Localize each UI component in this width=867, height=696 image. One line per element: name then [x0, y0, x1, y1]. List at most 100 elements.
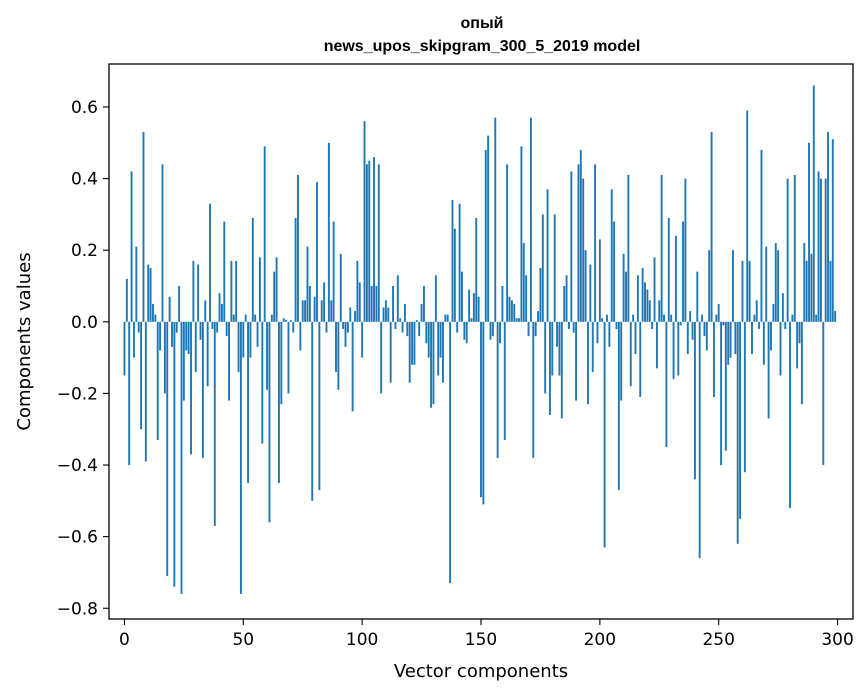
x-tick-label: 50	[232, 630, 254, 650]
bar-163	[510, 300, 513, 322]
bar-240	[693, 321, 696, 480]
bar-124	[418, 321, 421, 337]
bar-76	[304, 300, 307, 322]
bar-156	[494, 117, 497, 322]
bar-97	[354, 311, 356, 322]
bar-250	[717, 303, 720, 322]
bar-160	[503, 321, 506, 440]
bar-227	[663, 314, 665, 322]
bar-236	[684, 178, 687, 322]
bar-295	[824, 178, 827, 322]
bar-185	[563, 286, 566, 322]
bar-204	[608, 321, 611, 347]
bar-266	[755, 300, 758, 322]
bar-132	[437, 321, 440, 376]
bar-11	[149, 268, 152, 322]
bar-161	[506, 164, 509, 322]
bar-226	[660, 175, 663, 322]
bar-51	[244, 314, 247, 322]
bar-103	[368, 160, 371, 322]
bar-261	[743, 321, 746, 473]
bar-33	[201, 321, 204, 458]
bar-168	[522, 243, 525, 322]
bar-99	[358, 282, 361, 322]
bar-294	[822, 321, 825, 466]
bar-264	[751, 321, 753, 355]
bar-95	[349, 307, 352, 322]
bar-238	[689, 311, 692, 322]
bar-258	[736, 321, 739, 544]
bar-214	[632, 314, 635, 322]
bar-179	[548, 321, 551, 415]
bar-52	[247, 321, 249, 483]
bar-134	[442, 321, 444, 383]
bar-80	[313, 296, 316, 322]
bar-140	[456, 321, 459, 333]
bar-187	[568, 321, 570, 329]
y-tick-label: −0.4	[57, 456, 98, 476]
bar-7	[140, 321, 143, 430]
bar-233	[677, 321, 680, 376]
bar-146	[470, 318, 473, 322]
bar-190	[575, 321, 578, 401]
bar-196	[589, 264, 592, 322]
bar-45	[230, 260, 233, 322]
bar-273	[772, 303, 775, 322]
bar-243	[701, 314, 704, 322]
bar-246	[708, 250, 711, 322]
bar-245	[705, 321, 708, 351]
bar-262	[746, 110, 749, 322]
bar-38	[213, 321, 216, 526]
bar-79	[311, 321, 314, 501]
bar-128	[427, 321, 430, 358]
bar-145	[468, 289, 471, 322]
bar-291	[815, 314, 818, 322]
bar-203	[606, 314, 608, 322]
bar-280	[789, 321, 791, 508]
bar-159	[501, 286, 504, 322]
bar-136	[446, 314, 449, 322]
bar-138	[451, 200, 454, 322]
bar-65	[278, 321, 280, 483]
bar-270	[765, 246, 768, 322]
bar-44	[228, 321, 230, 401]
bar-252	[722, 321, 725, 326]
bar-106	[375, 286, 378, 322]
bar-98	[356, 260, 359, 322]
bar-275	[777, 250, 780, 322]
bar-220	[646, 289, 649, 322]
bar-155	[491, 321, 494, 337]
bar-225	[658, 300, 661, 322]
bar-30	[194, 321, 197, 372]
bar-256	[732, 250, 734, 322]
bar-29	[192, 260, 195, 322]
bar-58	[261, 321, 264, 444]
bar-102	[365, 164, 368, 322]
bar-113	[392, 286, 394, 322]
bar-289	[810, 253, 813, 322]
bar-293	[819, 178, 822, 322]
bar-139	[453, 228, 456, 322]
bar-101	[363, 121, 366, 322]
bar-254	[727, 321, 730, 365]
bar-149	[477, 296, 480, 322]
bar-6	[137, 321, 140, 333]
bar-283	[796, 321, 799, 369]
bar-129	[430, 321, 433, 408]
x-tick-label: 0	[119, 630, 130, 650]
bar-157	[496, 321, 499, 458]
bar-192	[579, 149, 582, 322]
x-tick-label: 100	[346, 630, 378, 650]
bar-32	[199, 321, 202, 340]
y-axis: 0.6 0.4 0.2 0.0 −0.2 −0.4 −0.6 −0.8	[57, 98, 109, 619]
bar-191	[577, 164, 580, 322]
bar-70	[289, 320, 292, 322]
bar-72	[294, 217, 297, 322]
x-tick-label: 250	[702, 630, 734, 650]
bar-222	[651, 321, 654, 329]
bar-15	[159, 321, 162, 351]
bar-181	[553, 214, 556, 322]
bar-153	[487, 135, 490, 322]
bar-268	[760, 149, 763, 322]
bar-85	[325, 321, 328, 333]
